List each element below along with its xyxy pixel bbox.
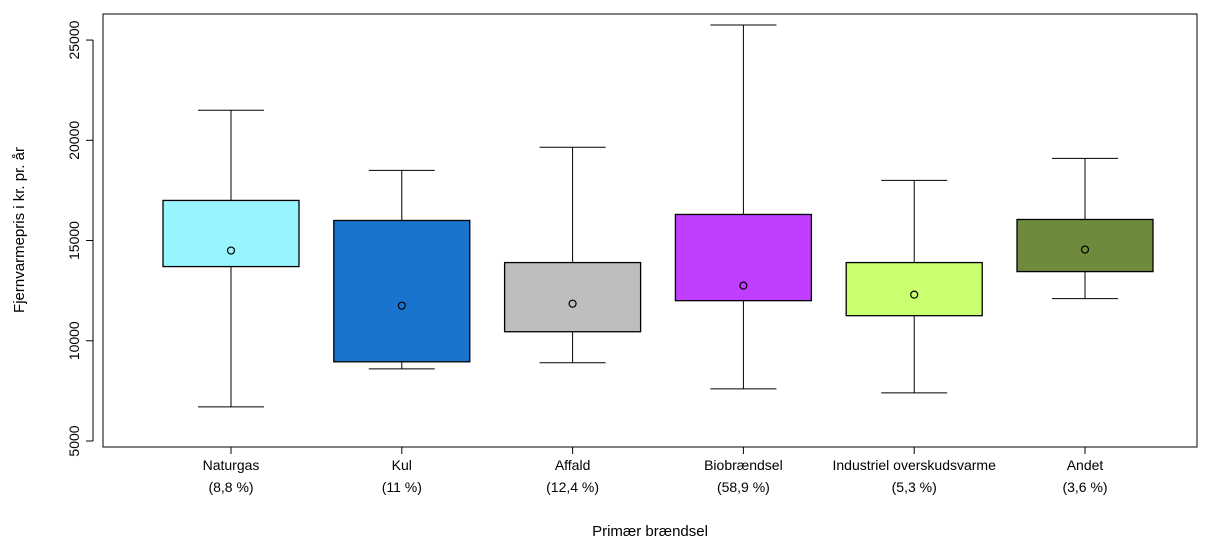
y-axis: 5000 10000 15000 20000 25000: [66, 20, 94, 457]
x-tick-share-label: (11 %): [382, 479, 422, 495]
x-tick-label: Industriel overskudsvarme: [832, 457, 996, 473]
x-tick-share-label: (5,3 %): [892, 479, 937, 495]
mean-point: [397, 301, 406, 310]
mean-point: [568, 299, 577, 308]
x-tick-share-label: (58,9 %): [717, 479, 770, 495]
x-tick-label: Kul: [392, 457, 412, 473]
boxes: [162, 24, 1154, 408]
box-industriel-overskudsvarme: [845, 179, 983, 394]
box-affald: [503, 146, 642, 364]
y-tick-label: 25000: [66, 20, 82, 59]
x-axis-labels: Naturgas (8,8 %) Kul (11 %) Affald (12,4 %) Bi…: [203, 447, 1108, 495]
y-tick-label: 15000: [66, 221, 82, 260]
iqr-box: [674, 213, 813, 302]
box-andet: [1016, 157, 1154, 300]
plot-frame: [102, 13, 1198, 448]
box-kul: [333, 169, 471, 370]
x-tick-share-label: (8,8 %): [208, 479, 253, 495]
box-naturgas: [162, 109, 300, 408]
x-tick-label: Andet: [1067, 457, 1104, 473]
iqr-box: [845, 261, 983, 317]
box-biobrændsel: [674, 24, 813, 390]
x-tick-share-label: (12,4 %): [546, 479, 599, 495]
y-axis-title: Fjernvarmepris i kr. pr. år: [11, 147, 28, 313]
iqr-box: [503, 261, 642, 333]
x-axis-title: Primær brændsel: [592, 523, 708, 540]
mean-point: [1080, 245, 1090, 254]
mean-point: [226, 246, 236, 255]
mean-point: [739, 281, 748, 290]
mean-point: [910, 290, 919, 299]
x-tick-label: Naturgas: [203, 457, 260, 473]
x-tick-label: Biobrændsel: [704, 457, 783, 473]
x-tick-share-label: (3,6 %): [1062, 479, 1107, 495]
y-tick-label: 5000: [66, 425, 82, 456]
iqr-box: [162, 199, 300, 268]
y-tick-label: 20000: [66, 121, 82, 160]
iqr-box: [333, 219, 471, 363]
y-tick-label: 10000: [66, 321, 82, 360]
x-tick-label: Affald: [555, 457, 591, 473]
